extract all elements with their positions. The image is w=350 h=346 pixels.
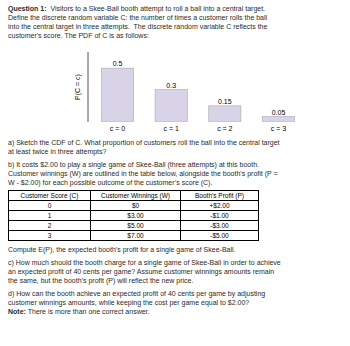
x-tick-label: c = 1 [163,125,178,132]
table-row: 2$5.00-$3.00 [9,221,259,231]
worksheet: Question 1: Visitors to a Skee-Ball boot… [0,0,350,316]
text-line: a) Sketch the CDF of C. What proportion … [8,138,344,147]
text: at least twice in three attempts? [8,148,106,155]
bar [155,90,187,122]
text: a) Sketch the CDF of C. What proportion … [8,139,280,146]
bars [101,68,294,122]
text: Visitors to a Skee-Ball booth attempt to… [47,5,266,12]
table-cell: +$2.00 [181,201,259,211]
table-cell: $7.00 [91,231,181,241]
text: b) It costs $2.00 to play a single game … [8,161,259,168]
table-row: 0$0+$2.00 [9,201,259,211]
table-cell: 0 [9,201,91,211]
table-cell: $0 [91,201,181,211]
text-line: customer's score. The PDF of C is as fol… [8,31,344,40]
bar [262,117,294,122]
text: d) How can the booth achieve an expected… [8,290,265,297]
text: Customer winnings (W) are outlined in th… [8,170,278,177]
text: Compute E(P), the expected booth’s profi… [8,246,236,253]
text: There is more than one correct answer. [26,308,150,315]
text: customer's score. The PDF of C is as fol… [8,32,149,39]
x-tick-label: c = 2 [217,125,232,132]
table-cell: 1 [9,211,91,221]
text-line: Define the discrete random variable C: t… [8,13,344,22]
text: c) How much should the booth charge for … [8,259,281,266]
section: c) How much should the booth charge for … [8,258,344,285]
section: a) Sketch the CDF of C. What proportion … [8,138,344,156]
text-line: customer winnings amounts, while keeping… [8,298,344,307]
table-cell: -$5.00 [181,231,259,241]
table: Customer Score (C)Customer Winnings (W)B… [8,190,259,241]
text-line: Compute E(P), the expected booth’s profi… [8,245,344,254]
text-line: d) How can the booth achieve an expected… [8,289,344,298]
x-tick-label: c = 0 [110,125,125,132]
data-label: 0.5 [113,60,123,67]
text: Define the discrete random variable C: t… [8,14,267,21]
x-tick-label: c = 3 [271,125,286,132]
text-line: at least twice in three attempts? [8,147,344,156]
data-label: 0.05 [272,109,286,116]
table-header: Customer Score (C) [9,191,91,201]
section: Compute E(P), the expected booth’s profi… [8,245,344,254]
table-header: Booth's Profit (P) [181,191,259,201]
text-line: the same, but the booth’s profit (P) wil… [8,276,344,285]
data-label: 0.3 [166,82,176,89]
text-line: into the central target in three attempt… [8,22,344,31]
bar [101,68,133,122]
text: W - $2.00) for each possible outcome of … [8,179,212,186]
table-cell: 2 [9,221,91,231]
section: b) It costs $2.00 to play a single game … [8,160,344,187]
table-cell: $3.00 [91,211,181,221]
text: the same, but the booth’s profit (P) wil… [8,277,193,284]
bar-chart: P(C = c) 0.5 0.3 0.15 0.05 c = 0 c = 1 c = 2 c =… [58,42,318,134]
table-cell: 3 [9,231,91,241]
text: an expected profit of 40 cents per game?… [8,268,274,275]
bold-text: Note: [8,308,26,315]
intro: Question 1: Visitors to a Skee-Ball boot… [8,4,344,40]
table-header: Customer Winnings (W) [91,191,181,201]
table-cell: -$3.00 [181,221,259,231]
text-line: Note: There is more than one correct ans… [8,307,344,316]
bar [209,106,241,122]
text-line: W - $2.00) for each possible outcome of … [8,178,344,187]
text-line: c) How much should the booth charge for … [8,258,344,267]
table-cell: $5.00 [91,221,181,231]
text-line: b) It costs $2.00 to play a single game … [8,160,344,169]
table-header-row: Customer Score (C)Customer Winnings (W)B… [9,191,259,201]
table-cell: -$1.00 [181,211,259,221]
text-line: Question 1: Visitors to a Skee-Ball boot… [8,4,344,13]
table-row: 1$3.00-$1.00 [9,211,259,221]
data-label: 0.15 [218,98,232,105]
section: d) How can the booth achieve an expected… [8,289,344,316]
text-line: an expected profit of 40 cents per game?… [8,267,344,276]
table-row: 3$7.00-$5.00 [9,231,259,241]
y-axis [88,52,89,122]
bold-text: Question 1: [8,5,47,12]
text-line: Customer winnings (W) are outlined in th… [8,169,344,178]
text: into the central target in three attempt… [8,23,267,30]
y-axis-label: P(C = c) [74,74,82,100]
text: customer winnings amounts, while keeping… [8,299,249,306]
